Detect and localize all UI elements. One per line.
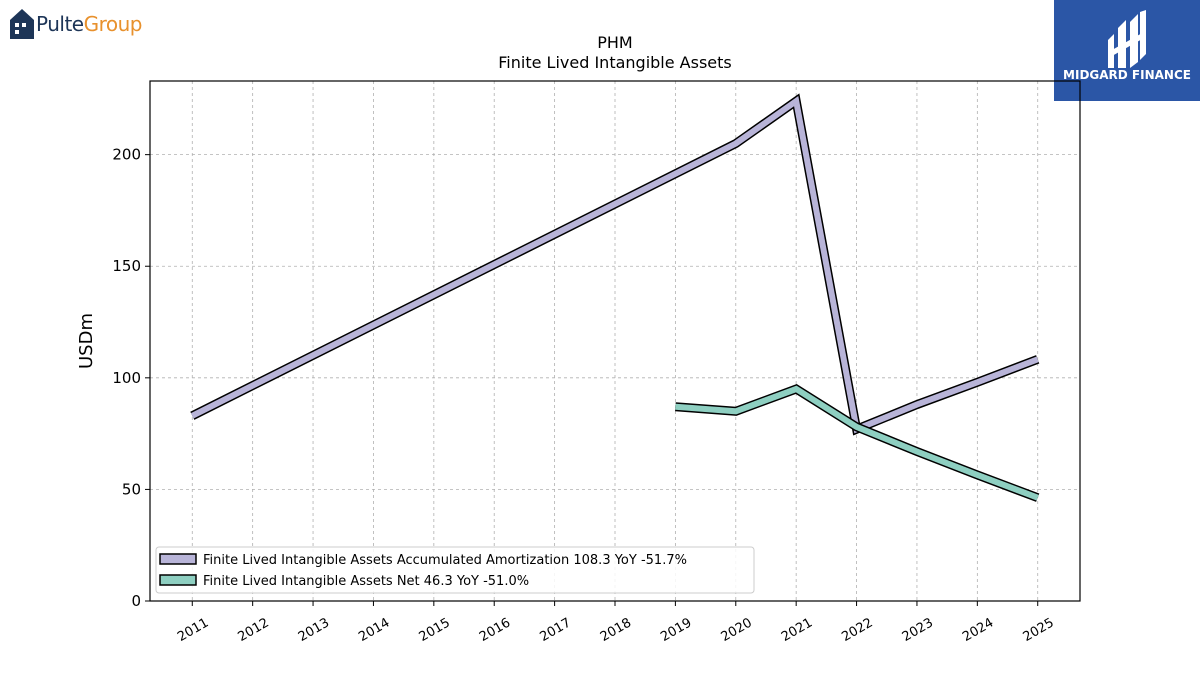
legend-swatch-1 xyxy=(159,553,197,565)
x-tick-label: 2012 xyxy=(236,615,272,645)
series-lines xyxy=(190,93,1040,502)
chart-title: PHM xyxy=(597,33,632,52)
x-tick-label: 2024 xyxy=(960,615,996,645)
house-icon xyxy=(10,9,34,39)
x-tick-label: 2022 xyxy=(839,615,875,645)
x-tick-label: 2023 xyxy=(900,615,936,645)
y-tick-label: 150 xyxy=(112,257,141,275)
x-tick-label: 2018 xyxy=(598,615,634,645)
series-line-2 xyxy=(675,385,1039,501)
x-tick-label: 2019 xyxy=(658,615,694,645)
x-tick-label: 2016 xyxy=(477,615,513,645)
x-tick-label: 2013 xyxy=(296,615,332,645)
x-tick-label: 2020 xyxy=(719,615,755,645)
x-tick-label: 2025 xyxy=(1021,615,1057,645)
legend-label-1: Finite Lived Intangible Assets Accumulat… xyxy=(203,553,687,568)
company-logo: Pulte Group xyxy=(8,8,142,40)
legend-swatch-2 xyxy=(159,574,197,586)
x-tick-label: 2011 xyxy=(175,615,211,645)
legend-box xyxy=(155,546,755,594)
y-axis-label: USDm xyxy=(76,313,97,369)
brand-name: MIDGARD FINANCE xyxy=(1063,68,1191,82)
brand-badge: MIDGARD FINANCE xyxy=(1054,0,1200,101)
x-tick-label: 2014 xyxy=(356,615,392,645)
grid-lines xyxy=(150,81,1080,602)
y-tick-label: 0 xyxy=(131,592,141,610)
logo-text-group: Group xyxy=(83,12,143,36)
series-line-outline-1 xyxy=(190,93,1040,436)
x-tick-label: 2017 xyxy=(537,615,573,645)
brand-mark-icon xyxy=(1108,10,1146,68)
x-tick-label: 2021 xyxy=(779,615,815,645)
legend-label-2: Finite Lived Intangible Assets Net 46.3 … xyxy=(203,574,529,589)
y-tick-label: 50 xyxy=(122,480,141,498)
y-tick-label: 100 xyxy=(112,369,141,387)
legend: Finite Lived Intangible Assets Accumulat… xyxy=(155,546,755,594)
chart-subtitle: Finite Lived Intangible Assets xyxy=(498,53,731,72)
y-tick-label: 200 xyxy=(112,146,141,164)
x-tick-label: 2015 xyxy=(417,615,453,645)
logo-text-pulte: Pulte xyxy=(36,12,84,36)
series-line-1 xyxy=(190,95,1039,434)
